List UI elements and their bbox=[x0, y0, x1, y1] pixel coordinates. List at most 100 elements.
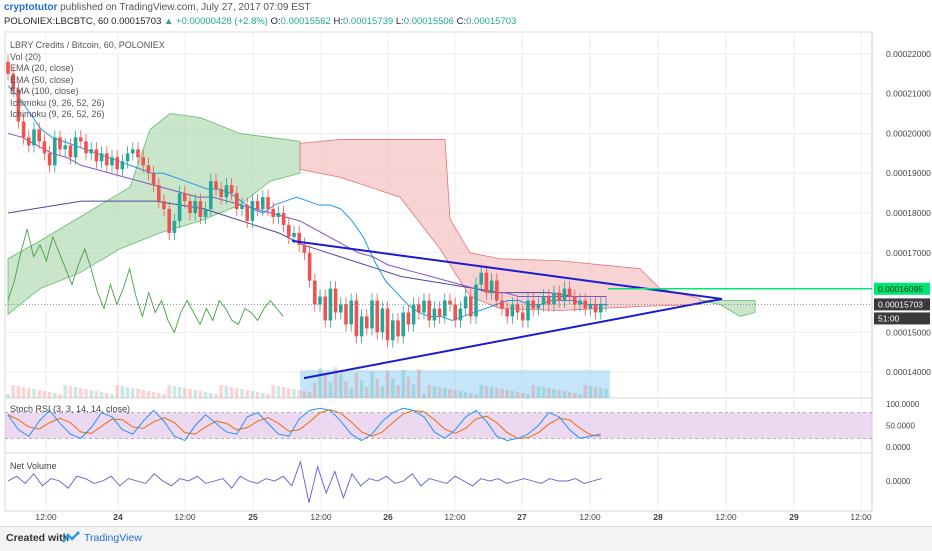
candle-body bbox=[458, 308, 463, 321]
ichimoku-lagging-span bbox=[7, 228, 284, 334]
ichimoku-cloud-bull-future bbox=[699, 300, 756, 317]
candle-body bbox=[573, 296, 577, 305]
candle-body bbox=[63, 145, 67, 150]
candle-body bbox=[94, 149, 99, 162]
candle-body bbox=[261, 197, 265, 210]
candle-body bbox=[141, 157, 145, 166]
price-label: 0.00016095 bbox=[874, 282, 930, 295]
candle-body bbox=[73, 137, 78, 158]
candle-body bbox=[307, 252, 312, 281]
volume-bar bbox=[11, 385, 15, 398]
candle-body bbox=[557, 292, 561, 301]
high-value: 0.00015739 bbox=[342, 16, 394, 27]
volume-bar bbox=[297, 390, 301, 398]
author-link[interactable]: cryptotutor bbox=[4, 2, 58, 13]
candle-body bbox=[177, 193, 182, 221]
volume-bar bbox=[84, 389, 88, 398]
legend-ema20[interactable]: EMA (20, close) bbox=[10, 63, 74, 73]
y-tick-label: 0.00021000 bbox=[886, 89, 931, 99]
candle-body bbox=[297, 232, 301, 245]
candle-body bbox=[209, 181, 213, 210]
price-chart[interactable]: 0.00022000 0.00021000 0.00020000 0.00019000… bbox=[0, 30, 932, 526]
tradingview-link[interactable]: TradingView bbox=[84, 532, 142, 544]
candle-body bbox=[328, 288, 333, 321]
publish-text: published on TradingView.com, July 27, 2… bbox=[60, 2, 311, 13]
y-tick-label: 0.00022000 bbox=[886, 49, 931, 59]
volume-bar bbox=[359, 380, 364, 398]
x-tick-label: 26 bbox=[383, 512, 393, 522]
legend-symbol[interactable]: LBRY Credits / Bitcoin, 60, POLONIEX bbox=[10, 40, 165, 50]
volume-bar bbox=[453, 390, 457, 398]
candle-body bbox=[302, 244, 307, 253]
legend-ichimoku-2[interactable]: Ichimoku (9, 26, 52, 26) bbox=[10, 109, 105, 119]
stoch-tick-label: 50.0000 bbox=[886, 422, 915, 431]
volume-bar bbox=[162, 394, 166, 398]
volume-bar bbox=[422, 394, 426, 398]
candle-body bbox=[323, 296, 327, 321]
volume-bar bbox=[411, 384, 416, 398]
netvol-tick-label: 0.0000 bbox=[886, 477, 911, 486]
candle-body bbox=[406, 312, 411, 325]
volume-bar bbox=[73, 387, 78, 398]
volume-bar bbox=[287, 388, 291, 398]
candle-body bbox=[224, 185, 229, 198]
legend-ema100[interactable]: EMA (100, close) bbox=[10, 86, 79, 96]
candle-body bbox=[250, 201, 255, 221]
candle-body bbox=[47, 153, 52, 166]
volume-bar bbox=[531, 385, 535, 398]
volume-bar bbox=[318, 368, 322, 398]
volume-bar bbox=[385, 371, 390, 398]
candle-body bbox=[515, 304, 520, 313]
volume-bar bbox=[255, 392, 260, 398]
volume-bar bbox=[349, 388, 353, 398]
volume-bar bbox=[536, 386, 541, 398]
volume-bar bbox=[42, 391, 47, 398]
volume-bar bbox=[557, 390, 561, 398]
candle-body bbox=[188, 201, 192, 214]
volume-bar bbox=[458, 391, 463, 398]
volume-bar bbox=[58, 394, 62, 398]
legend-ichimoku-1[interactable]: Ichimoku (9, 26, 52, 26) bbox=[10, 97, 105, 108]
candle-body bbox=[32, 129, 36, 146]
volume-bar bbox=[6, 394, 10, 398]
stoch-rsi-title[interactable]: Stoch RSI (3, 3, 14, 14, close) bbox=[10, 404, 131, 414]
legend-volume[interactable]: Vol (20) bbox=[10, 51, 42, 62]
price-label-text: 51:00 bbox=[878, 313, 900, 323]
candle-body bbox=[562, 288, 567, 301]
volume-bar bbox=[510, 391, 515, 398]
volume-bar bbox=[141, 390, 145, 398]
candle-body bbox=[593, 304, 598, 313]
footer: Created with TradingView bbox=[0, 526, 932, 551]
candle-body bbox=[500, 300, 504, 309]
candle-body bbox=[453, 304, 457, 321]
volume-bar bbox=[463, 392, 468, 398]
volume-bar bbox=[323, 375, 327, 398]
volume-bar bbox=[479, 385, 483, 398]
ema50-line bbox=[7, 132, 607, 298]
volume-bar bbox=[151, 392, 156, 398]
candle-body bbox=[521, 312, 525, 321]
price-change: ▲ +0.00000428 (+2.8%) bbox=[164, 16, 268, 27]
x-tick-label: 12:00 bbox=[174, 512, 196, 522]
volume-bar bbox=[203, 392, 208, 398]
candle-body bbox=[89, 149, 93, 154]
price-label-bg bbox=[874, 298, 930, 311]
low-label: L: bbox=[395, 16, 404, 27]
volume-bar bbox=[583, 385, 587, 398]
candle-body bbox=[396, 320, 400, 337]
legend-ema50[interactable]: EMA (50, close) bbox=[10, 74, 74, 85]
candle-body bbox=[193, 201, 197, 214]
publish-info: cryptotutor published on TradingView.com… bbox=[4, 2, 311, 13]
candle-body bbox=[510, 304, 515, 317]
candle-body bbox=[183, 193, 187, 202]
open-value: 0.00015562 bbox=[280, 16, 331, 27]
y-tick-label: 0.00015000 bbox=[886, 327, 931, 337]
candle-body bbox=[115, 157, 119, 170]
price-label-text: 0.00016095 bbox=[878, 284, 923, 294]
volume-bar bbox=[500, 389, 504, 398]
volume-bar bbox=[375, 379, 379, 398]
net-volume-title[interactable]: Net Volume bbox=[10, 461, 57, 471]
volume-bar bbox=[63, 385, 67, 398]
volume-bar bbox=[188, 389, 192, 398]
volume-bar bbox=[89, 390, 93, 398]
